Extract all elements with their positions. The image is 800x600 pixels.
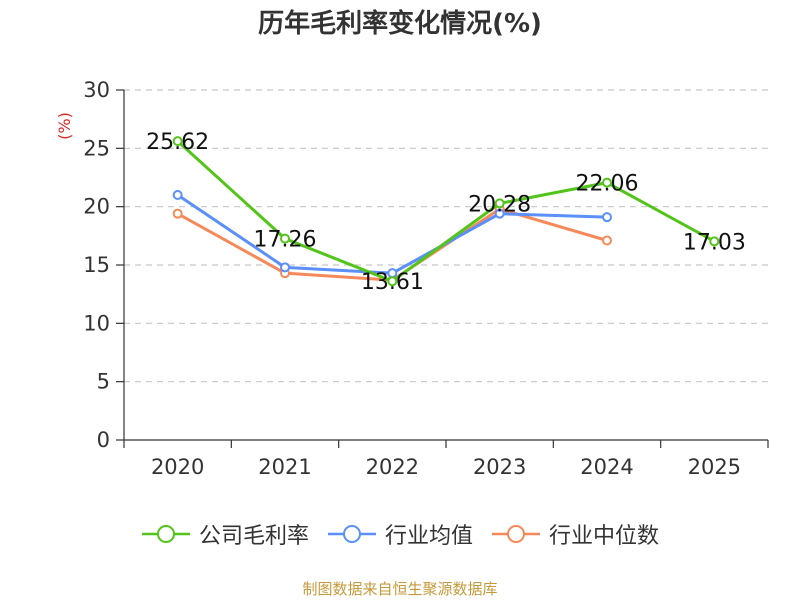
- legend: 公司毛利率 行业均值 行业中位数: [0, 518, 800, 550]
- legend-label: 行业均值: [384, 524, 473, 549]
- data-point: [494, 208, 505, 219]
- y-tick-label: 30: [83, 78, 110, 102]
- x-tick-label: 2022: [366, 455, 419, 479]
- legend-label: 公司毛利率: [198, 524, 309, 549]
- y-tick-label: 10: [83, 311, 110, 335]
- legend-marker-icon: [141, 525, 190, 543]
- legend-item-2[interactable]: 行业均值: [327, 518, 473, 550]
- legend-circle: [507, 525, 525, 543]
- y-tick-label: 15: [83, 253, 110, 277]
- x-tick-label: 2024: [580, 455, 633, 479]
- series-line-1: [176, 139, 716, 283]
- data-point: [172, 136, 183, 147]
- data-label: 17.26: [254, 228, 317, 253]
- data-point: [602, 235, 612, 246]
- data-point: [172, 208, 183, 219]
- data-point: [494, 198, 505, 209]
- data-point: [387, 276, 398, 287]
- data-point: [172, 190, 183, 200]
- y-tick-label: 0: [97, 428, 110, 452]
- data-label: 17.03: [683, 230, 746, 255]
- legend-label: 行业中位数: [549, 524, 660, 549]
- y-tick-label: 5: [97, 370, 110, 394]
- y-tick-label: 20: [83, 195, 110, 219]
- x-tick-label: 2023: [473, 455, 526, 479]
- chart-title: 历年毛利率变化情况(%): [258, 9, 542, 39]
- x-tick-label: 2025: [688, 455, 741, 479]
- data-label: 13.61: [361, 270, 424, 295]
- legend-circle: [156, 525, 175, 543]
- legend-marker-icon: [327, 525, 376, 543]
- data-point: [280, 233, 290, 244]
- legend-marker-icon: [492, 525, 540, 543]
- x-tick-label: 2021: [258, 455, 311, 479]
- source-note: 制图数据来自恒生聚源数据库: [302, 580, 498, 598]
- data-label: 22.06: [576, 172, 639, 197]
- legend-item-3[interactable]: 行业中位数: [491, 518, 659, 550]
- y-tick-label: 25: [83, 136, 110, 160]
- data-point: [602, 212, 612, 223]
- data-label: 25.62: [146, 130, 209, 155]
- legend-item-1[interactable]: 公司毛利率: [141, 518, 309, 550]
- x-tick-label: 2020: [151, 455, 204, 479]
- y-axis-label: (%): [55, 112, 74, 140]
- data-point: [602, 177, 612, 188]
- legend-circle: [342, 525, 361, 543]
- data-label: 20.28: [468, 192, 531, 217]
- data-point: [709, 236, 720, 247]
- data-point: [280, 262, 290, 273]
